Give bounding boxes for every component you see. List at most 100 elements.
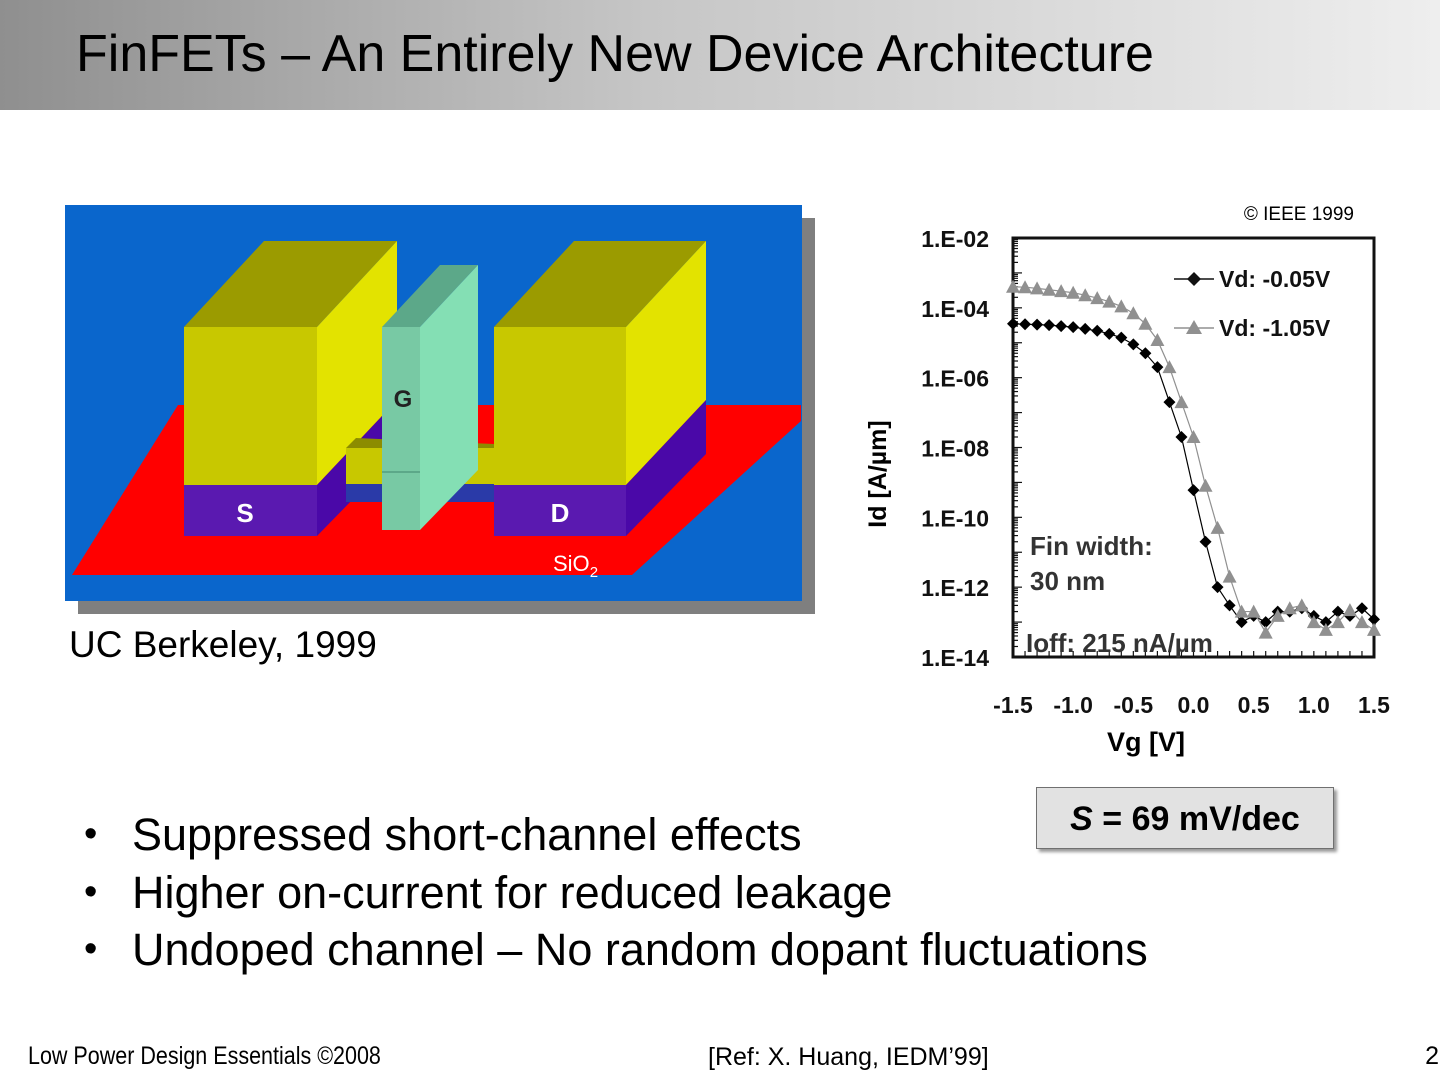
footer-reference: [Ref: X. Huang, IEDM’99] <box>708 1043 989 1071</box>
x-tick-label: 0.5 <box>1238 692 1270 718</box>
data-point-triangle <box>1354 615 1369 629</box>
footer-page-number: 2. <box>1425 1042 1440 1070</box>
data-point-diamond <box>1259 616 1272 629</box>
legend-marker-diamond <box>1187 272 1201 286</box>
bullet-list: • Suppressed short-channel effects • Highe… <box>84 806 1148 979</box>
data-point-triangle <box>1222 569 1237 583</box>
drain-doping-front <box>494 485 626 536</box>
data-point-triangle <box>1114 299 1129 313</box>
x-tick-label: -1.0 <box>1053 692 1093 718</box>
y-tick-label: 1.E-06 <box>921 366 989 392</box>
data-point-triangle <box>1186 429 1201 443</box>
data-point-triangle <box>1150 332 1165 346</box>
x-tick-label: -0.5 <box>1114 692 1154 718</box>
data-point-diamond <box>1163 396 1176 409</box>
series-2 <box>1006 279 1381 639</box>
fin-width-annotation-line1: Fin width: <box>1030 531 1153 561</box>
drain-top <box>494 241 706 327</box>
data-point-diamond <box>1055 320 1068 333</box>
data-point-diamond <box>1331 605 1344 618</box>
legend-marker-triangle <box>1186 320 1202 334</box>
x-axis-label: Vg [V] <box>1107 727 1185 757</box>
data-point-triangle <box>1102 294 1117 308</box>
data-point-diamond <box>1007 317 1019 330</box>
data-point-triangle <box>1258 625 1273 639</box>
copyright-label: © IEEE 1999 <box>1244 204 1354 225</box>
finfet-diagram: G S D SiO2 <box>65 205 815 614</box>
legend-label-1: Vd: -0.05V <box>1219 266 1331 292</box>
x-tick-labels: -1.5 -1.0 -0.5 0.0 0.5 1.0 1.5 <box>993 692 1390 718</box>
data-point-triangle <box>1042 282 1057 296</box>
legend: Vd: -0.05V Vd: -1.05V <box>1174 266 1331 341</box>
chart-series <box>1006 279 1381 639</box>
drain-side <box>626 241 706 485</box>
bullet-item: • Higher on-current for reduced leakage <box>84 864 1148 922</box>
plot-frame <box>1011 236 1376 659</box>
data-point-triangle <box>1006 279 1020 293</box>
data-point-diamond <box>1115 331 1128 344</box>
data-point-diamond <box>1211 581 1224 594</box>
data-point-diamond <box>1043 319 1056 332</box>
fin-width-annotation-line2: 30 nm <box>1030 566 1105 596</box>
x-tick-label: 1.5 <box>1358 692 1390 718</box>
bullet-item: • Suppressed short-channel effects <box>84 806 1148 864</box>
data-point-triangle <box>1234 604 1249 618</box>
data-point-triangle <box>1198 478 1213 492</box>
data-point-diamond <box>1235 616 1248 629</box>
source-side <box>317 241 397 485</box>
oxide-subscript: 2 <box>590 564 598 581</box>
oxide-label: SiO2 <box>553 551 598 581</box>
gate-top <box>382 265 478 327</box>
data-point-triangle <box>1054 284 1069 298</box>
title-bar <box>0 0 1440 110</box>
data-point-diamond <box>1103 327 1116 340</box>
bullet-dot-icon: • <box>84 870 98 913</box>
data-point-triangle <box>1342 603 1357 617</box>
data-point-diamond <box>1031 318 1044 331</box>
data-point-triangle <box>1066 285 1081 299</box>
data-point-triangle <box>1078 288 1093 302</box>
y-tick-label: 1.E-02 <box>921 226 989 252</box>
y-axis-label: Id [A/µm] <box>864 420 892 527</box>
data-point-diamond <box>1223 599 1236 612</box>
data-point-triangle <box>1367 622 1381 636</box>
data-point-triangle <box>1294 598 1309 612</box>
data-point-triangle <box>1210 520 1225 534</box>
data-point-diamond <box>1127 338 1140 351</box>
legend-label-2: Vd: -1.05V <box>1219 315 1331 341</box>
data-point-diamond <box>1368 613 1380 626</box>
data-point-diamond <box>1019 318 1032 331</box>
data-point-triangle <box>1246 604 1261 618</box>
data-point-triangle <box>1306 615 1321 629</box>
source-label: S <box>236 498 253 528</box>
bullet-dot-icon: • <box>84 928 98 970</box>
data-point-diamond <box>1199 535 1212 548</box>
data-point-triangle <box>1162 360 1177 374</box>
data-point-diamond <box>1355 602 1368 615</box>
x-tick-label: 0.0 <box>1178 692 1210 718</box>
slide-title: FinFETs – An Entirely New Device Archite… <box>76 25 1154 83</box>
data-point-triangle <box>1090 291 1105 305</box>
data-point-diamond <box>1187 484 1200 497</box>
source-doping-front <box>184 485 317 536</box>
data-point-triangle <box>1270 608 1285 622</box>
s-symbol: S <box>1070 800 1093 838</box>
diagram-caption: UC Berkeley, 1999 <box>69 624 377 665</box>
id-vg-chart: 1.E-02 1.E-04 1.E-06 1.E-08 1.E-10 1.E-12 1.E-… <box>864 204 1390 757</box>
data-point-diamond <box>1067 321 1080 334</box>
gate-label: G <box>394 386 413 413</box>
data-point-triangle <box>1174 395 1189 409</box>
ioff-annotation: Ioff: 215 nA/µm <box>1026 628 1213 658</box>
bullet-item: • Undoped channel – No random dopant fluc… <box>84 921 1148 979</box>
gate-side <box>420 265 478 530</box>
source-top <box>184 241 397 327</box>
data-point-diamond <box>1139 347 1152 360</box>
data-point-triangle <box>1318 622 1333 636</box>
data-point-triangle <box>1030 281 1045 295</box>
gate-front <box>382 327 420 530</box>
source-front <box>184 327 317 485</box>
data-point-triangle <box>1330 615 1345 629</box>
y-tick-label: 1.E-04 <box>921 296 989 322</box>
data-point-diamond <box>1079 322 1092 335</box>
y-tick-labels: 1.E-02 1.E-04 1.E-06 1.E-08 1.E-10 1.E-12 1.E-… <box>921 226 989 671</box>
